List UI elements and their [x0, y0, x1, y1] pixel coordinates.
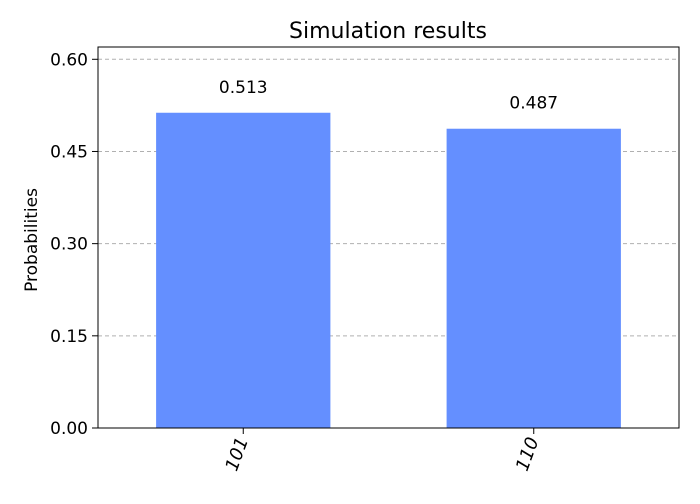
- plot-frame: [97, 46, 680, 429]
- bar-value-label: 0.513: [219, 78, 268, 98]
- y-tick-label: 0.60: [50, 50, 88, 70]
- y-axis-label: Probabilities: [22, 188, 42, 292]
- bar-value-label: 0.487: [509, 94, 558, 114]
- y-tick-label: 0.00: [50, 419, 88, 439]
- bar-110: [446, 128, 621, 428]
- bar-value-labels: 0.513 0.487: [219, 78, 558, 114]
- y-tick-label: 0.45: [50, 142, 88, 162]
- y-tick-label: 0.30: [50, 235, 88, 255]
- bars: [156, 112, 621, 428]
- y-axis-ticks: 0.00 0.15 0.30 0.45 0.60: [50, 50, 98, 439]
- x-tick-label: 101: [221, 435, 252, 474]
- chart-title: Simulation results: [289, 19, 487, 44]
- bar-101: [156, 112, 331, 428]
- x-tick-label: 110: [512, 435, 543, 474]
- y-tick-label: 0.15: [50, 327, 88, 347]
- x-axis-ticks: 101 110: [221, 428, 543, 474]
